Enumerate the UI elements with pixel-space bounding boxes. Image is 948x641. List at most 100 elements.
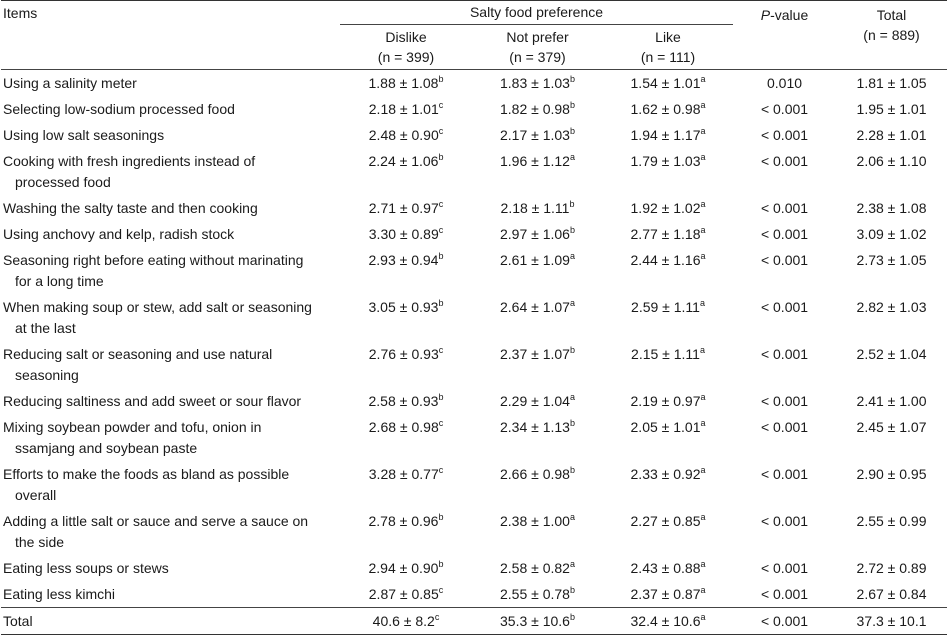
significance-letter: b — [569, 345, 575, 355]
significance-letter: a — [700, 392, 706, 402]
like-value: 1.54 ± 1.01a — [603, 70, 733, 97]
table-row: Using low salt seasonings 2.48 ± 0.90c 2.1… — [1, 122, 947, 148]
notprefer-value: 2.37 ± 1.07b — [472, 341, 603, 388]
total-value: 2.45 ± 1.07 — [856, 419, 927, 435]
item-line: the side — [15, 534, 65, 550]
mean-sd: 2.55 ± 0.78 — [500, 586, 570, 602]
mean-sd: 32.4 ± 10.6 — [630, 613, 701, 629]
p-value: < 0.001 — [760, 393, 809, 409]
significance-letter: b — [438, 512, 444, 522]
p-value: < 0.001 — [760, 346, 809, 362]
item-label: Efforts to make the foods as bland as po… — [1, 461, 340, 508]
p-value: < 0.001 — [760, 127, 809, 143]
item-line: Using low salt seasonings — [3, 127, 165, 143]
notprefer-value: 2.66 ± 0.98b — [472, 461, 603, 508]
dislike-value: 2.58 ± 0.93b — [340, 388, 472, 414]
mean-sd: 2.34 ± 1.13 — [500, 419, 570, 435]
total-value: 3.09 ± 1.02 — [856, 226, 927, 242]
mean-sd: 2.93 ± 0.94 — [368, 252, 439, 268]
item-line: Mixing soybean powder and tofu, onion in — [3, 419, 262, 435]
dislike-value: 1.88 ± 1.08b — [340, 70, 472, 97]
mean-sd: 2.97 ± 1.06 — [500, 226, 570, 242]
dislike-value: 3.28 ± 0.77c — [340, 461, 472, 508]
item-line: for a long time — [15, 273, 104, 289]
p-value: < 0.001 — [760, 153, 809, 169]
mean-sd: 2.76 ± 0.93 — [368, 346, 439, 362]
p-value: < 0.001 — [760, 299, 809, 315]
item-line: at the last — [15, 320, 76, 336]
total-value: 2.82 ± 1.03 — [856, 299, 927, 315]
item-label: Adding a little salt or sauce and serve … — [1, 508, 340, 555]
item-label: Washing the salty taste and then cooking — [1, 195, 340, 221]
notprefer-value: 2.55 ± 0.78b — [472, 581, 603, 608]
table-row: Efforts to make the foods as bland as po… — [1, 461, 947, 508]
significance-letter: b — [569, 100, 575, 110]
significance-letter: b — [569, 612, 575, 622]
mean-sd: 2.17 ± 1.03 — [500, 127, 570, 143]
mean-sd: 1.82 ± 0.98 — [500, 101, 570, 117]
significance-letter: a — [700, 100, 706, 110]
item-label: Using a salinity meter — [1, 70, 340, 97]
mean-sd: 2.87 ± 0.85 — [368, 586, 439, 602]
significance-letter: b — [438, 559, 444, 569]
table-row: Cooking with fresh ingredients instead o… — [1, 148, 947, 195]
table-row: Selecting low-sodium processed food 2.18 … — [1, 96, 947, 122]
dislike-value: 2.71 ± 0.97c — [340, 195, 472, 221]
mean-sd: 2.77 ± 1.18 — [630, 226, 701, 242]
significance-letter: a — [700, 74, 706, 84]
total-value: 2.90 ± 0.95 — [856, 466, 927, 482]
item-line: Cooking with fresh ingredients instead o… — [3, 153, 256, 169]
significance-letter: a — [699, 345, 705, 355]
mean-sd: 2.29 ± 1.04 — [500, 393, 570, 409]
like-value: 1.92 ± 1.02a — [603, 195, 733, 221]
total-value: 1.81 ± 1.05 — [856, 75, 927, 91]
significance-letter: a — [700, 152, 706, 162]
notprefer-value: 1.96 ± 1.12a — [472, 148, 603, 195]
mean-sd: 2.37 ± 0.87 — [630, 586, 701, 602]
p-value: < 0.001 — [760, 200, 809, 216]
item-label: Cooking with fresh ingredients instead o… — [1, 148, 340, 195]
mean-sd: 2.15 ± 1.11 — [631, 346, 700, 362]
dislike-value: 2.48 ± 0.90c — [340, 122, 472, 148]
total-value: 2.38 ± 1.08 — [856, 200, 927, 216]
total-value: 2.55 ± 0.99 — [856, 513, 927, 529]
table-row: Reducing saltiness and add sweet or sour… — [1, 388, 947, 414]
mean-sd: 2.64 ± 1.07 — [500, 299, 570, 315]
dislike-value: 40.6 ± 8.2c — [340, 607, 472, 635]
significance-letter: b — [569, 199, 575, 209]
table-row: Seasoning right before eating without ma… — [1, 247, 947, 294]
dislike-value: 2.68 ± 0.98c — [340, 414, 472, 461]
total-value: 2.73 ± 1.05 — [856, 252, 927, 268]
item-line: Eating less soups or stews — [3, 560, 169, 576]
total-value: 37.3 ± 10.1 — [836, 607, 948, 635]
table-row: Eating less soups or stews 2.94 ± 0.90b 2.… — [1, 555, 947, 581]
item-label: Reducing saltiness and add sweet or sour… — [1, 388, 340, 414]
mean-sd: 2.19 ± 0.97 — [630, 393, 701, 409]
notprefer-value: 2.34 ± 1.13b — [472, 414, 603, 461]
significance-letter: a — [700, 251, 706, 261]
table-row: Total 40.6 ± 8.2c 35.3 ± 10.6b 32.4 ± 10.6a… — [1, 607, 948, 635]
like-value: 2.77 ± 1.18a — [603, 221, 733, 247]
mean-sd: 1.83 ± 1.03 — [500, 75, 570, 91]
significance-letter: c — [438, 225, 444, 235]
table-row: Using anchovy and kelp, radish stock 3.30… — [1, 221, 947, 247]
dislike-value: 2.94 ± 0.90b — [340, 555, 472, 581]
mean-sd: 1.94 ± 1.17 — [630, 127, 701, 143]
significance-letter: a — [700, 465, 706, 475]
significance-letter: b — [438, 251, 444, 261]
dislike-value: 2.87 ± 0.85c — [340, 581, 472, 608]
like-value: 1.94 ± 1.17a — [603, 122, 733, 148]
item-label: Eating less soups or stews — [1, 555, 340, 581]
p-value: < 0.001 — [760, 466, 809, 482]
item-line: Using a salinity meter — [3, 75, 137, 91]
p-value: 0.010 — [766, 75, 803, 91]
significance-letter: c — [438, 100, 444, 110]
mean-sd: 1.96 ± 1.12 — [500, 153, 570, 169]
total-value: 1.95 ± 1.01 — [856, 101, 927, 117]
significance-letter: a — [700, 612, 706, 622]
mean-sd: 2.71 ± 0.97 — [368, 200, 439, 216]
like-value: 2.33 ± 0.92a — [603, 461, 733, 508]
dislike-value: 2.78 ± 0.96b — [340, 508, 472, 555]
dislike-value: 3.05 ± 0.93b — [340, 294, 472, 341]
